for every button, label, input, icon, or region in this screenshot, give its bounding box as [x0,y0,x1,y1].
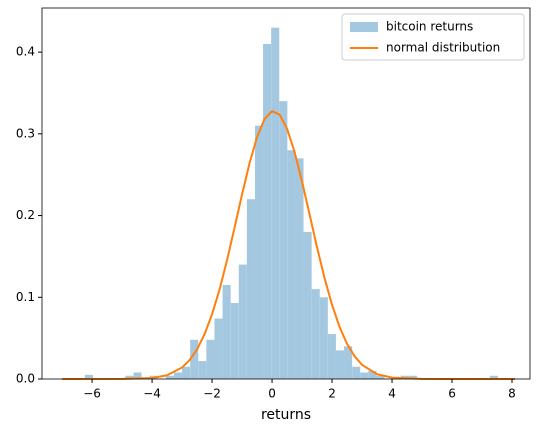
y-tick-label: 0.2 [16,208,35,222]
y-tick-label: 0.1 [16,290,35,304]
plot-frame [41,7,531,380]
histogram-bar [133,372,142,379]
histogram-bar [214,318,223,379]
histogram-bar [327,334,336,379]
y-tick-label: 0.3 [16,126,35,140]
histogram-bar [344,346,353,379]
histogram-bar [279,101,288,379]
x-tick-label: −2 [203,387,221,401]
histogram-bar [368,370,377,379]
histogram-bar [295,158,304,379]
histogram-bar [190,339,199,379]
x-axis-label: returns [261,407,311,423]
x-tick-label: 6 [448,387,456,401]
legend-label: bitcoin returns [386,20,473,34]
histogram-bar [271,27,280,379]
histogram-bar [311,289,320,379]
histogram-bar [254,125,264,379]
histogram-bar [376,375,385,379]
y-tick-label: 0.4 [16,45,35,59]
x-tick-label: 2 [328,387,336,401]
histogram-bar [408,375,417,379]
histogram-bar [238,264,247,379]
histogram-bar [165,375,174,379]
histogram-bar [246,199,255,379]
y-tick-label: 0.0 [16,372,35,386]
histogram-bar [263,43,272,380]
line-series [62,110,516,380]
histogram-bar [230,303,239,379]
histogram-bar [352,366,361,379]
histogram-bar [182,366,191,379]
histogram-bar [489,375,498,379]
histogram-bar [125,375,134,379]
x-tick-label: −6 [83,387,101,401]
histogram-bar [287,150,296,379]
histogram-bar [335,350,345,379]
x-tick-label: 4 [388,387,396,401]
histogram-bar [360,372,369,379]
histogram-bar [206,339,215,379]
histogram-bar [173,372,183,379]
histogram-bar [198,361,207,379]
legend-label: normal distribution [386,41,500,55]
histogram-bar [222,285,231,379]
legend-swatch [350,22,378,32]
histogram-bar [303,231,312,379]
histogram-bar [84,374,93,379]
x-tick-label: −4 [143,387,161,401]
histogram-bar [319,297,328,379]
legend-box [341,13,525,61]
x-tick-label: 0 [268,387,276,401]
x-tick-label: 8 [508,387,516,401]
